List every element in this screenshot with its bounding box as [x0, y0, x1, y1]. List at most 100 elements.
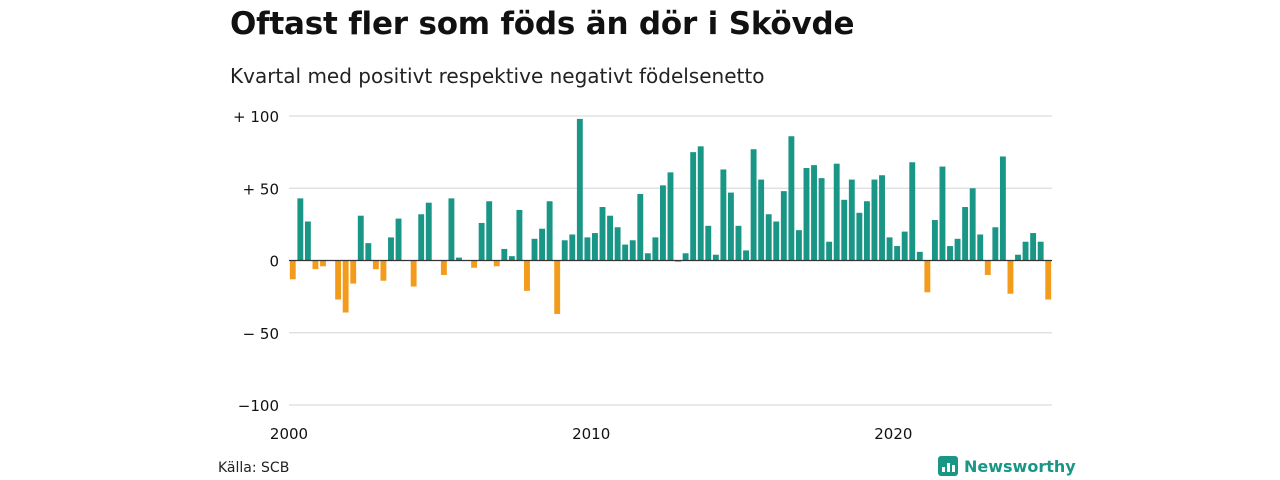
bar: [614, 227, 621, 261]
bar: [637, 194, 644, 261]
bar: [841, 199, 848, 261]
bar: [456, 257, 462, 261]
bar: [524, 260, 530, 291]
x-tick-label: 2000: [270, 425, 308, 443]
bar: [425, 202, 432, 261]
bar: [780, 191, 787, 261]
bar: [539, 228, 546, 261]
bar-chart: + 100 + 50 0 − 50 −100 2000 2010 2020: [233, 108, 1052, 443]
bar: [1037, 241, 1044, 261]
bar: [962, 207, 969, 261]
bar: [592, 233, 598, 261]
bar: [297, 198, 304, 261]
bar: [501, 248, 508, 261]
y-tick-label: −100: [238, 397, 279, 415]
bar: [1030, 233, 1037, 261]
bar: [584, 237, 591, 261]
bar: [418, 214, 425, 261]
bar: [380, 260, 387, 281]
bar: [795, 230, 802, 261]
bar: [931, 220, 938, 261]
bar: [924, 260, 931, 293]
bar: [357, 215, 364, 261]
y-tick-label: + 50: [243, 180, 279, 198]
bar: [682, 253, 689, 261]
bar: [886, 237, 893, 261]
x-tick-label: 2010: [572, 425, 610, 443]
bar: [788, 136, 795, 261]
bar: [599, 207, 606, 261]
bar: [675, 260, 681, 262]
brand-name: Newsworthy: [964, 456, 1076, 476]
x-axis-ticks: 2000 2010 2020: [270, 425, 913, 443]
bar: [554, 260, 561, 314]
bar: [727, 192, 734, 261]
bar: [372, 260, 379, 270]
chart-subtitle: Kvartal med positivt respektive negativt…: [230, 64, 765, 88]
bar: [750, 149, 757, 261]
bar: [697, 146, 704, 261]
bar: [622, 244, 629, 261]
bar: [811, 165, 817, 261]
bar: [969, 188, 976, 261]
bar: [1045, 260, 1052, 300]
bar: [644, 253, 651, 261]
bar: [304, 221, 311, 261]
bar: [712, 254, 719, 261]
bar: [388, 237, 394, 261]
bar: [629, 240, 636, 261]
bar: [856, 212, 863, 261]
bar: [863, 201, 870, 261]
bars: [289, 118, 1052, 314]
bar: [939, 166, 946, 261]
bar: [758, 179, 765, 261]
bar: [690, 152, 697, 261]
chart-title: Oftast fler som föds än dör i Skövde: [230, 6, 855, 42]
bar: [652, 237, 659, 261]
bar: [471, 260, 478, 268]
bar: [992, 227, 999, 261]
bar: [705, 225, 712, 261]
bar: [365, 243, 372, 261]
bar: [894, 246, 901, 261]
y-tick-label: − 50: [243, 325, 279, 343]
y-tick-label: + 100: [233, 108, 279, 126]
bar: [561, 240, 568, 261]
bar: [1015, 254, 1021, 261]
bar: [871, 179, 878, 261]
newsworthy-logo-icon: [938, 456, 958, 476]
bar: [901, 231, 908, 261]
source-label: Källa: SCB: [218, 460, 290, 476]
bar: [660, 185, 666, 261]
bar: [879, 175, 885, 261]
bar: [289, 260, 296, 280]
bar: [395, 218, 402, 261]
bar: [977, 234, 984, 261]
grid-lines: [289, 115, 1052, 406]
bar: [818, 178, 825, 261]
bar: [546, 201, 553, 261]
bar: [569, 234, 576, 261]
bar: [803, 168, 810, 261]
bar: [916, 251, 923, 261]
brand-logo[interactable]: Newsworthy: [938, 456, 1076, 476]
bar: [947, 246, 953, 261]
bar: [984, 260, 991, 275]
bar: [440, 260, 447, 275]
bar: [1022, 241, 1029, 261]
bar: [765, 214, 772, 261]
y-axis-ticks: + 100 + 50 0 − 50 −100: [233, 108, 279, 415]
bar: [350, 260, 357, 284]
bar: [576, 118, 583, 261]
bar: [773, 221, 780, 261]
bar: [320, 260, 326, 267]
bar: [999, 156, 1006, 261]
bar: [312, 260, 319, 270]
bar: [848, 179, 855, 261]
bar: [833, 163, 840, 261]
bar: [508, 256, 515, 261]
bar: [1007, 260, 1014, 294]
bar: [954, 238, 961, 261]
bar: [335, 260, 342, 300]
bar: [607, 215, 614, 261]
